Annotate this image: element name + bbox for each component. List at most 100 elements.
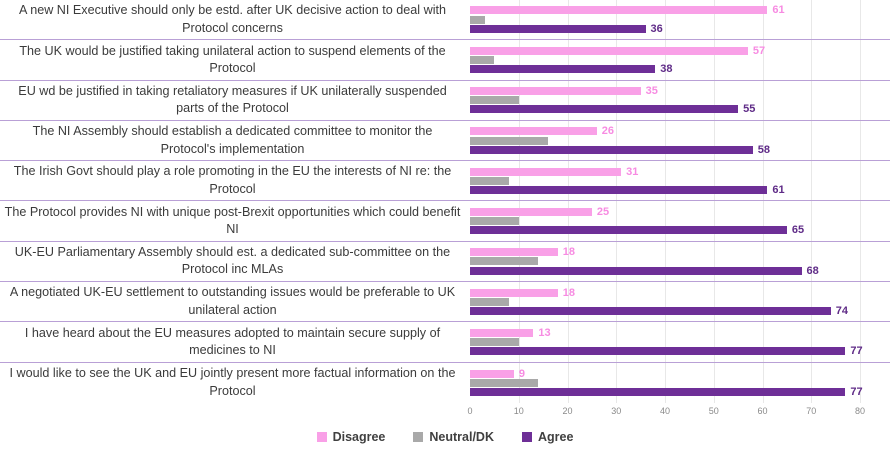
category-label: The Irish Govt should play a role promot… xyxy=(13,164,452,196)
bar-track: 26 xyxy=(470,125,882,137)
legend-item: Neutral/DK xyxy=(413,430,494,444)
legend-label: Disagree xyxy=(332,430,386,444)
bar-track: 65 xyxy=(470,224,882,237)
bar-value-label: 38 xyxy=(660,63,673,76)
bar-track: 77 xyxy=(470,345,882,357)
bar-agree xyxy=(470,306,831,315)
bar-disagree xyxy=(470,369,514,378)
bar-track xyxy=(470,176,882,185)
bar-disagree xyxy=(470,6,768,15)
bar-value-label: 61 xyxy=(772,4,785,17)
bars-cell: 31 61 xyxy=(470,161,882,200)
gridline xyxy=(616,0,618,403)
bars-cell: 25 65 xyxy=(470,201,882,240)
bar-track: 25 xyxy=(470,206,882,218)
chart-row: I have heard about the EU measures adopt… xyxy=(0,322,890,363)
legend-swatch xyxy=(521,432,532,442)
chart-row: The Irish Govt should play a role promot… xyxy=(0,161,890,202)
bar-disagree xyxy=(470,288,558,297)
bar-neutral-dk xyxy=(470,378,539,387)
bar-track xyxy=(470,257,882,266)
bar-agree xyxy=(470,226,787,235)
bar-track: 35 xyxy=(470,85,882,97)
bar-track: 57 xyxy=(470,44,882,57)
bar-disagree xyxy=(470,87,641,96)
bar-track: 36 xyxy=(470,22,882,35)
bar-neutral-dk xyxy=(470,257,539,266)
bar-track: 38 xyxy=(470,63,882,76)
bar-agree xyxy=(470,65,656,74)
bar-track: 74 xyxy=(470,304,882,317)
bar-value-label: 74 xyxy=(835,304,849,317)
chart-row: A new NI Executive should only be estd. … xyxy=(0,0,890,41)
category-label: The Protocol provides NI with unique pos… xyxy=(4,204,461,237)
bar-value-label: 58 xyxy=(757,143,771,156)
gridline xyxy=(713,0,715,403)
category-label: I would like to see the UK and EU jointl… xyxy=(9,366,456,398)
bar-track: 61 xyxy=(470,4,882,17)
bar-disagree xyxy=(470,248,558,257)
legend-item: Disagree xyxy=(316,430,386,444)
bar-disagree xyxy=(470,167,622,176)
bar-agree xyxy=(470,388,846,396)
bar-value-label: 9 xyxy=(518,367,525,380)
bar-track xyxy=(470,217,882,226)
gridline xyxy=(762,0,764,403)
bar-neutral-dk xyxy=(470,136,548,145)
bar-track xyxy=(470,297,882,306)
bar-track: 61 xyxy=(470,184,882,196)
x-axis-tick: 0 xyxy=(467,406,473,416)
legend: Disagree Neutral/DK Agree xyxy=(0,430,890,444)
bar-neutral-dk xyxy=(470,338,519,347)
category-label: The NI Assembly should establish a dedic… xyxy=(32,124,433,156)
x-axis-tick: 20 xyxy=(562,406,573,416)
bar-neutral-dk xyxy=(470,217,519,226)
bars-cell: 18 74 xyxy=(470,282,882,321)
bar-track: 18 xyxy=(470,246,882,258)
legend-item: Agree xyxy=(521,430,574,444)
bar-value-label: 55 xyxy=(743,103,756,116)
bar-agree xyxy=(470,145,753,154)
bar-track: 55 xyxy=(470,103,882,116)
bar-value-label: 57 xyxy=(752,44,766,57)
bar-value-label: 31 xyxy=(626,165,639,178)
gridlines xyxy=(470,0,882,403)
bar-value-label: 65 xyxy=(791,224,805,237)
bar-track xyxy=(470,338,882,347)
chart-row: The Protocol provides NI with unique pos… xyxy=(0,201,890,242)
bar-track: 68 xyxy=(470,265,882,277)
bars-cell: 13 77 xyxy=(470,322,882,361)
category-label: A negotiated UK-EU settlement to outstan… xyxy=(9,285,456,317)
bar-value-label: 13 xyxy=(538,326,551,339)
bars-cell: 57 38 xyxy=(470,40,882,79)
chart-rows: A new NI Executive should only be estd. … xyxy=(0,0,890,403)
bar-neutral-dk xyxy=(470,176,509,185)
bar-value-label: 36 xyxy=(650,22,663,35)
x-axis-tick: 30 xyxy=(611,406,622,416)
bar-track: 58 xyxy=(470,143,882,156)
bar-neutral-dk xyxy=(470,297,509,306)
bars-cell: 61 36 xyxy=(470,0,882,39)
chart-row: EU wd be justified in taking retaliatory… xyxy=(0,81,890,121)
bar-track: 13 xyxy=(470,326,882,339)
category-label: EU wd be justified in taking retaliatory… xyxy=(18,83,447,116)
bar-track xyxy=(470,96,882,105)
x-axis-tick: 80 xyxy=(855,406,866,416)
gridline xyxy=(860,0,862,403)
bar-neutral-dk xyxy=(470,96,519,105)
legend-swatch xyxy=(316,432,327,442)
bar-value-label: 77 xyxy=(850,386,863,398)
category-label: I have heard about the EU measures adopt… xyxy=(24,325,441,358)
bars-cell: 35 55 xyxy=(470,81,882,120)
bar-track xyxy=(470,15,882,24)
bar-agree xyxy=(470,105,739,114)
bar-neutral-dk xyxy=(470,55,495,64)
bar-neutral-dk xyxy=(470,15,485,24)
chart-row: UK-EU Parliamentary Assembly should est.… xyxy=(0,242,890,283)
legend-label: Agree xyxy=(537,430,574,444)
legend-label: Neutral/DK xyxy=(429,430,494,444)
chart-row: A negotiated UK-EU settlement to outstan… xyxy=(0,282,890,323)
x-axis-tick: 70 xyxy=(806,406,817,416)
bar-agree xyxy=(470,186,768,195)
